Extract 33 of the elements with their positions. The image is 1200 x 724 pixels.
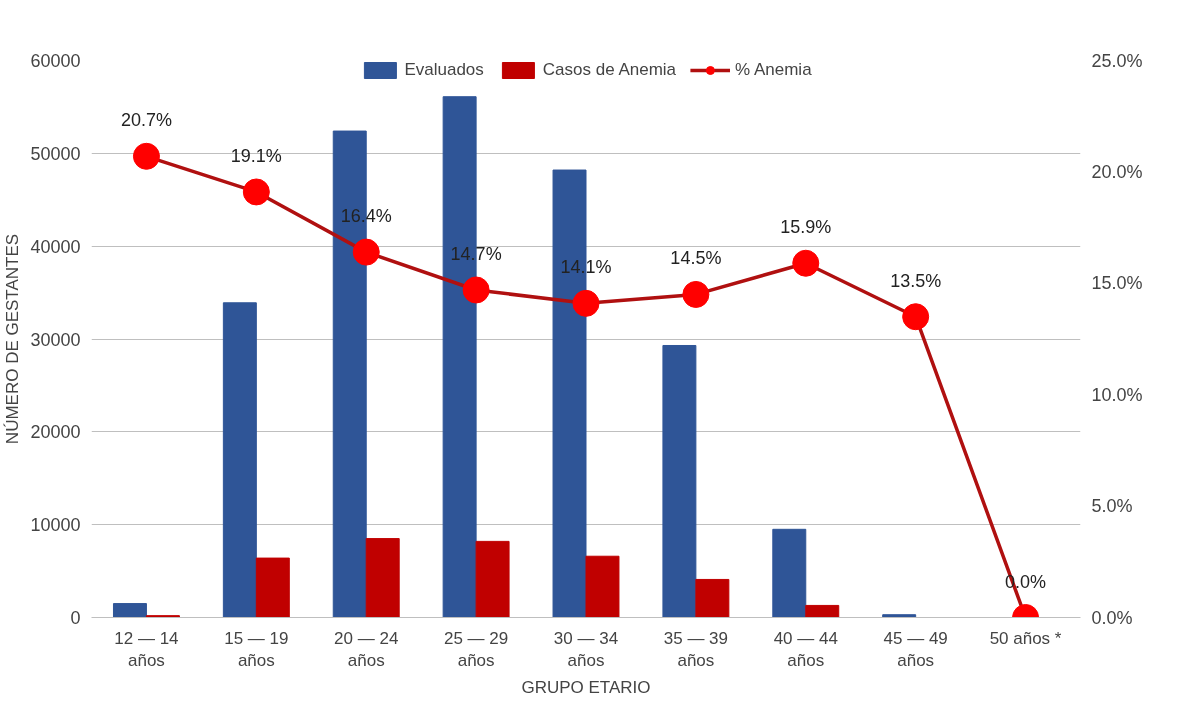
y-tick-label: 40000 [30, 236, 81, 257]
y2-tick-label: 25.0% [1091, 50, 1143, 71]
y2-tick-label: 10.0% [1091, 384, 1143, 405]
data-label: 15.9% [780, 217, 832, 238]
data-label: 20.7% [120, 110, 172, 131]
data-label: 13.5% [890, 270, 942, 291]
legend-label: % Anemia [735, 60, 812, 80]
x-tick-label: 20 — 24 años [334, 628, 399, 671]
x-tick-label: 50 años * [989, 628, 1062, 648]
legend-label: Casos de Anemia [542, 60, 677, 80]
data-label: 14.5% [670, 248, 722, 269]
x-tick-label: 15 — 19 años [224, 628, 289, 671]
x-tick-label: 25 — 29 años [443, 628, 509, 671]
x-tick-label: 12 — 14 años [114, 628, 179, 671]
legend-label: Evaluados [404, 60, 484, 80]
y2-tick-label: 0.0% [1091, 607, 1133, 628]
y-tick-label: 50000 [30, 143, 81, 164]
x-tick-label: 40 — 44 años [773, 628, 838, 671]
x-tick-label: 45 — 49 años [883, 628, 948, 671]
y-tick-label: 20000 [30, 422, 81, 443]
y2-tick-label: 15.0% [1091, 273, 1143, 294]
y-tick-label: 0 [70, 608, 81, 628]
y-tick-label: 60000 [30, 51, 81, 71]
y2-tick-label: 20.0% [1091, 161, 1143, 182]
data-label: 19.1% [230, 145, 282, 166]
x-tick-label: 30 — 34 años [553, 628, 619, 671]
y2-tick-label: 5.0% [1091, 496, 1133, 517]
y-axis-title: NÚMERO DE GESTANTES [3, 233, 23, 445]
y-tick-label: 30000 [30, 329, 81, 350]
x-tick-label: 35 — 39 años [663, 628, 729, 671]
y-tick-label: 10000 [30, 515, 81, 536]
x-axis-title: GRUPO ETARIO [521, 678, 651, 698]
data-label: 14.1% [560, 257, 612, 278]
